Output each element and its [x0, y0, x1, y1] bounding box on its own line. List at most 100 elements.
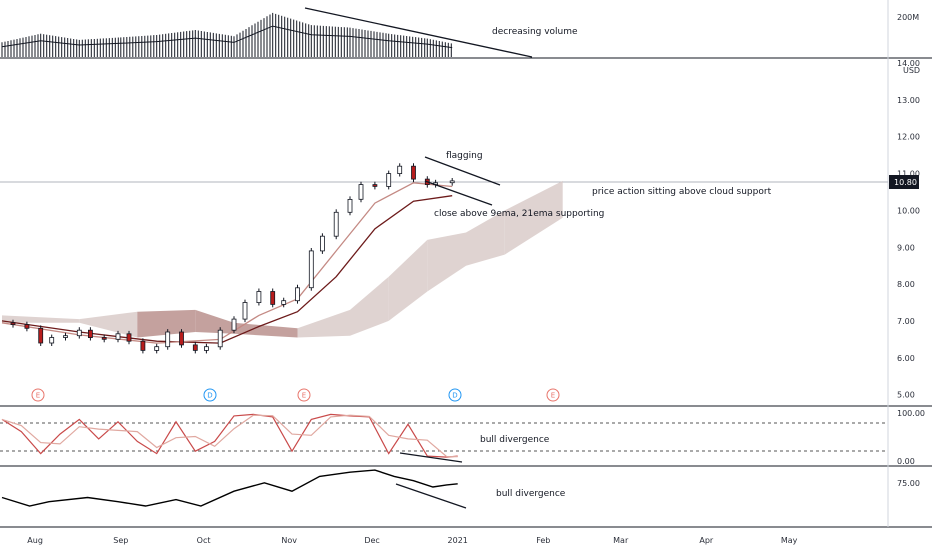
- cloud-segment: [79, 311, 138, 338]
- candle-body: [333, 211, 339, 237]
- volume-ma-line: [1, 25, 453, 49]
- event-badge: [546, 388, 560, 402]
- time-tick: Oct: [197, 536, 211, 545]
- price-tick: 8.00: [897, 280, 915, 289]
- flag-upper-line: [424, 156, 501, 186]
- ichimoku-cloud: [2, 180, 563, 338]
- stoch-k-line: [1, 413, 458, 458]
- time-tick: Aug: [27, 536, 43, 545]
- annotation-decreasing-volume: decreasing volume: [492, 27, 578, 37]
- cloud-segment: [297, 309, 350, 338]
- event-badge: [31, 388, 45, 402]
- cloud-segment: [2, 315, 80, 323]
- stoch-divergence-line: [399, 452, 463, 463]
- price-tick: 5.00: [897, 391, 915, 400]
- candle-body: [308, 250, 314, 289]
- cloud-segment: [466, 210, 505, 266]
- time-tick: Nov: [281, 536, 297, 545]
- price-tick: 10.00: [897, 206, 920, 215]
- annotation-cloud-support: price action sitting above cloud support: [592, 187, 772, 197]
- candle-body: [358, 184, 364, 200]
- cloud-segment: [137, 309, 196, 338]
- event-badge: [448, 388, 462, 402]
- stoch-reference-lines: [0, 422, 888, 452]
- candle-body: [38, 327, 44, 344]
- candle-body: [217, 329, 223, 348]
- candle-body: [449, 180, 455, 184]
- candle-body: [347, 198, 353, 213]
- stoch-tick-0: 0.00: [897, 457, 915, 466]
- time-tick: Feb: [536, 536, 550, 545]
- candles: [10, 163, 455, 354]
- event-badge-label: D: [452, 392, 457, 400]
- candle-body: [372, 184, 378, 187]
- rsi-line-path: [1, 469, 458, 507]
- rsi-tick-75: 75.00: [897, 479, 920, 488]
- cloud-segment: [427, 232, 466, 292]
- time-tick: 2021: [448, 536, 468, 545]
- candle-body: [179, 331, 184, 346]
- currency-label: USD: [903, 66, 920, 75]
- candle-body: [165, 331, 171, 348]
- last-price-badge: [889, 175, 919, 189]
- time-tick: Dec: [364, 536, 379, 545]
- cloud-segment: [350, 276, 389, 336]
- event-badge-label: D: [207, 392, 212, 400]
- event-badge-label: E: [551, 392, 555, 400]
- annotation-ema: close above 9ema, 21ema supporting: [434, 209, 604, 219]
- cloud-segment: [195, 309, 234, 334]
- candle-body: [126, 333, 132, 342]
- candle-body: [10, 322, 16, 325]
- volume-axis-label: 200M: [897, 13, 919, 22]
- candle-body: [281, 300, 287, 305]
- price-tick: 13.00: [897, 96, 920, 105]
- candle-body: [411, 165, 416, 180]
- time-tick: Sep: [113, 536, 128, 545]
- stoch-d-line: [1, 414, 458, 458]
- time-tick: Mar: [613, 536, 629, 545]
- event-badge-label: E: [36, 392, 40, 400]
- annotation-rsi-divergence: bull divergence: [496, 489, 566, 499]
- cloud-segment: [234, 322, 298, 338]
- candle-body: [319, 235, 325, 252]
- stoch-tick-100: 100.00: [897, 409, 925, 418]
- candle-body: [49, 337, 55, 344]
- candle-body: [63, 335, 68, 338]
- candle-body: [397, 165, 403, 174]
- candle-body: [115, 333, 121, 340]
- price-tick: 7.00: [897, 317, 915, 326]
- candle-body: [295, 287, 300, 302]
- candle-body: [256, 291, 262, 304]
- event-badge: [203, 388, 217, 402]
- cloud-segment: [388, 239, 428, 321]
- annotation-stoch-divergence: bull divergence: [480, 435, 550, 445]
- panel-dividers: [0, 0, 932, 528]
- rsi-divergence-line: [395, 483, 467, 509]
- last-price-value: 10.80: [894, 178, 917, 187]
- candle-body: [242, 302, 248, 320]
- price-tick: 9.00: [897, 243, 915, 252]
- cloud-segment: [504, 180, 563, 255]
- price-tick: 12.00: [897, 133, 920, 142]
- price-tick: 14.00: [897, 59, 920, 68]
- price-axis: 200M USD 5.006.007.008.009.0010.0011.001…: [889, 13, 925, 488]
- price-tick: 11.00: [897, 170, 920, 179]
- time-tick: Apr: [699, 536, 714, 545]
- price-tick: 6.00: [897, 354, 915, 363]
- candle-body: [101, 337, 107, 340]
- event-badge-label: E: [302, 392, 306, 400]
- candle-body: [154, 346, 160, 351]
- candle-body: [140, 340, 146, 351]
- drawing-lines: [304, 7, 533, 509]
- candle-body: [24, 324, 30, 329]
- event-badge: [297, 388, 311, 402]
- annotation-flagging: flagging: [446, 151, 483, 161]
- rsi-line: [1, 469, 458, 507]
- candle-body: [76, 329, 82, 337]
- candle-body: [231, 318, 237, 331]
- flag-lower-line: [424, 180, 493, 206]
- time-axis: Aug Sep Oct Nov Dec 2021 Feb Mar Apr May: [27, 536, 797, 545]
- volume-trendline: [304, 7, 533, 58]
